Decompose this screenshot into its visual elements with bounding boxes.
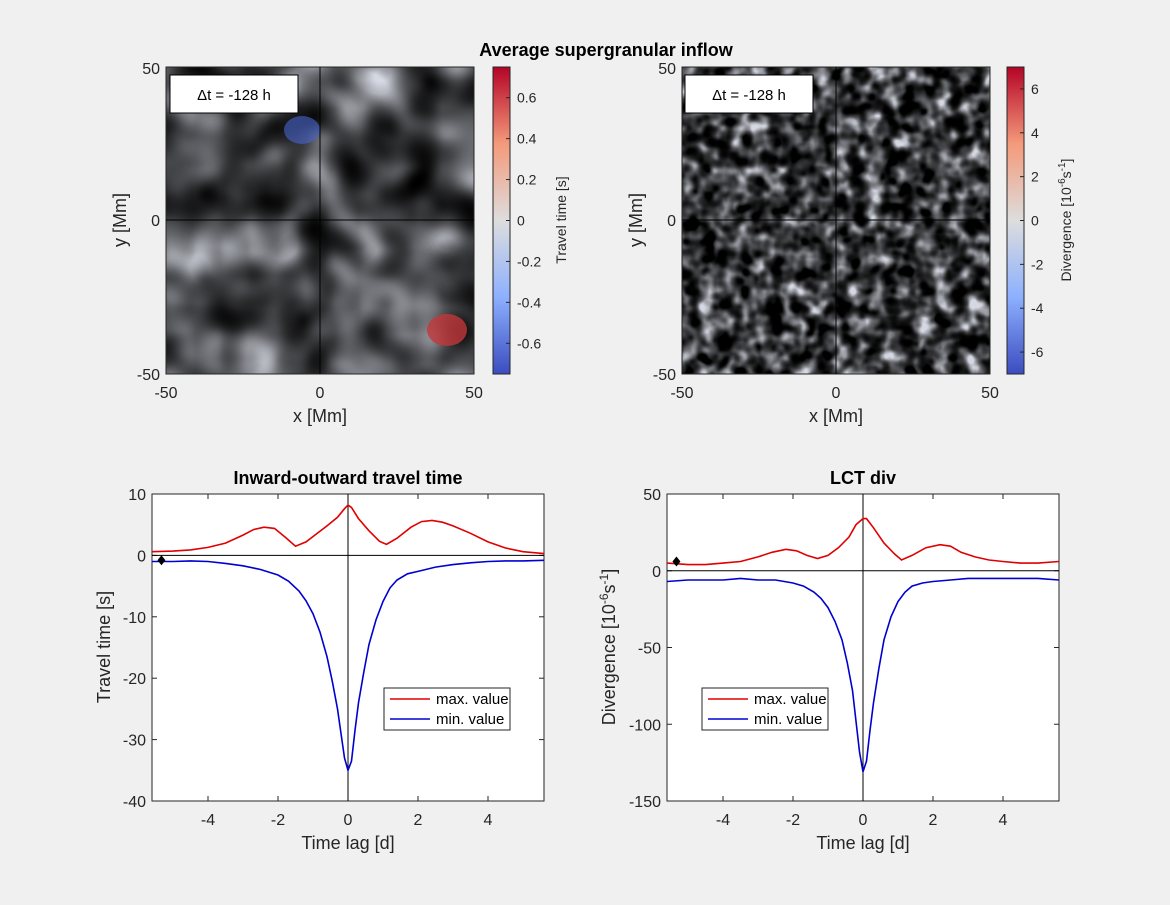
- lct-div-plot-xtick-label: 0: [859, 812, 868, 829]
- lct-div-legend-max-label: max. value: [754, 691, 827, 708]
- travel-time-colorbar-tick-label: 0: [517, 213, 525, 229]
- lct-div-plot-xlabel: Time lag [d]: [816, 833, 909, 853]
- travel-time-plot-reference-lines: [152, 494, 544, 801]
- travel-time-plot-title: Inward-outward travel time: [233, 468, 462, 488]
- lct-div-legend-min-label: min. value: [754, 711, 822, 728]
- travel-time-colorbar-tick-label: 0.6: [517, 90, 537, 106]
- travel-time-plot-marker: [157, 555, 166, 566]
- travel-time-colorbar-tick-label: 0.2: [517, 172, 537, 188]
- divergence-colorbar-tick-label: 0: [1031, 213, 1039, 229]
- lct-div-plot-reference-lines: [667, 494, 1059, 801]
- travel-time-legend-box: [383, 687, 511, 731]
- lct-div-plot-ytick-label: -50: [638, 641, 661, 658]
- divergence-map-annotation: Δt = -128 h: [712, 87, 786, 104]
- lct-div-plot-ytick-label: 50: [643, 487, 661, 504]
- travel-time-map-xlabel: x [Mm]: [293, 406, 347, 426]
- travel-time-legend-min-label: min. value: [436, 711, 504, 728]
- travel-time-colorbar-tick-label: -0.6: [517, 335, 541, 351]
- travel-time-map-panel: Δt = -128 h 50 0 -50 -50 0 50 x [Mm] y […: [110, 61, 569, 426]
- travel-time-plot-xlabel: Time lag [d]: [301, 833, 394, 853]
- travel-time-plot-xtick-label: 0: [344, 812, 353, 829]
- lct-div-plot-xtick-label: 4: [999, 812, 1008, 829]
- travel-time-plot-ylabel: Travel time [s]: [94, 591, 114, 703]
- travel-time-plot-ytick-label: -20: [123, 671, 146, 688]
- divergence-map-panel: Δt = -128 h 50 0 -50 -50 0 50 x [Mm] y […: [626, 61, 1074, 426]
- figure-title: Average supergranular inflow: [479, 40, 733, 60]
- lct-div-plot-xtick-label: 2: [929, 812, 938, 829]
- divergence-map-xtick-mid: 0: [832, 385, 841, 402]
- travel-time-plot-xtick-label: 4: [484, 812, 493, 829]
- divergence-map-ytick-mid: 0: [667, 213, 676, 230]
- travel-time-colorbar-tick-label: -0.2: [517, 253, 541, 269]
- lct-div-plot-ytick-label: -150: [629, 794, 661, 811]
- travel-time-map-xtick-left: -50: [154, 385, 177, 402]
- travel-time-map-ytick-mid: 0: [151, 213, 160, 230]
- divergence-colorbar-ticks: 6 4 2 0 -2 -4 -6: [1020, 81, 1044, 360]
- lct-div-plot-marker-diamond: [672, 556, 681, 567]
- travel-time-plot-ytick-label: -40: [123, 794, 146, 811]
- travel-time-plot-xtick-label: -4: [201, 812, 215, 829]
- travel-time-colorbar-ticks: 0.6 0.4 0.2 0 -0.2 -0.4 -0.6: [506, 90, 541, 351]
- divergence-colorbar-label: Divergence [10-6s-1]: [1057, 159, 1074, 282]
- travel-time-colorbar-tick-label: 0.4: [517, 131, 537, 147]
- travel-time-plot-xtick-label: 2: [414, 812, 423, 829]
- divergence-colorbar-tick-label: 2: [1031, 169, 1039, 185]
- divergence-colorbar-tick-label: -6: [1031, 344, 1044, 360]
- divergence-colorbar-tick-label: -2: [1031, 256, 1044, 272]
- lct-div-plot-ytick-label: -100: [629, 717, 661, 734]
- travel-time-map-ylabel: y [Mm]: [110, 193, 130, 247]
- travel-time-map-cold-spot: [284, 116, 320, 144]
- divergence-map-ytick-top: 50: [658, 61, 676, 78]
- travel-time-plot-ytick-label: 10: [128, 487, 146, 504]
- divergence-map-ytick-bottom: -50: [653, 367, 676, 384]
- travel-time-map-ytick-bottom: -50: [137, 367, 160, 384]
- lct-div-min-series: [667, 577, 1059, 773]
- lct-div-legend-box: [701, 687, 829, 731]
- travel-time-legend-max-label: max. value: [436, 691, 509, 708]
- travel-time-plot-ytick-label: 0: [137, 548, 146, 565]
- travel-time-plot-legend: max. value min. value: [383, 687, 511, 731]
- divergence-map-xlabel: x [Mm]: [809, 406, 863, 426]
- lct-div-plot-ytick-label: 0: [652, 564, 661, 581]
- travel-time-line-panel: Inward-outward travel time -4 -2 0 2 4100-10…: [94, 468, 545, 853]
- divergence-map-annotation-box: [684, 74, 814, 114]
- travel-time-plot-ytick-label: -10: [123, 610, 146, 627]
- travel-time-map-xtick-mid: 0: [316, 385, 325, 402]
- travel-time-colorbar-label: Travel time [s]: [553, 176, 569, 263]
- travel-time-plot-ytick-label: -30: [123, 733, 146, 750]
- travel-time-map-hot-spot: [427, 314, 467, 346]
- lct-div-plot-ylabel: Divergence [10-6s-1]: [597, 569, 619, 725]
- divergence-colorbar-tick-label: 4: [1031, 125, 1039, 141]
- travel-time-colorbar-tick-label: -0.4: [517, 294, 541, 310]
- lct-div-plot-xtick-label: -2: [786, 812, 800, 829]
- travel-time-plot-xtick-label: -2: [271, 812, 285, 829]
- lct-div-max-series: [667, 517, 1059, 566]
- divergence-map-xtick-right: 50: [981, 385, 999, 402]
- travel-time-max-series: [152, 504, 544, 555]
- lct-div-plot-xtick-label: -4: [716, 812, 730, 829]
- lct-div-plot-legend: max. value min. value: [701, 687, 829, 731]
- divergence-map-ylabel: y [Mm]: [626, 193, 646, 247]
- lct-div-line-panel: LCT div -4 -2 0 2 4 50 0 -50 -100 -150 Time lag […: [597, 468, 1060, 853]
- lct-div-plot-marker: [672, 556, 681, 567]
- travel-time-map-annotation-box: [169, 74, 299, 114]
- lct-div-plot-title: LCT div: [830, 468, 896, 488]
- travel-time-min-series: [152, 559, 544, 773]
- divergence-map-xtick-left: -50: [670, 385, 693, 402]
- travel-time-map-annotation: Δt = -128 h: [197, 87, 271, 104]
- divergence-colorbar-tick-label: -4: [1031, 300, 1044, 316]
- travel-time-plot-marker-diamond: [157, 555, 166, 566]
- travel-time-map-ytick-top: 50: [142, 61, 160, 78]
- travel-time-map-xtick-right: 50: [465, 385, 483, 402]
- divergence-colorbar-tick-label: 6: [1031, 81, 1039, 97]
